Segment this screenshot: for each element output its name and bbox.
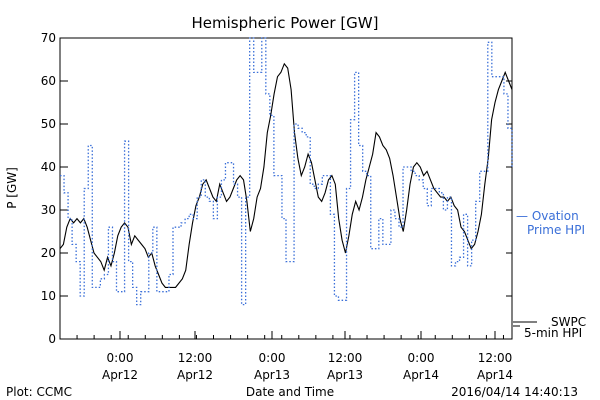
y-tick-label: 50 xyxy=(41,117,56,131)
x-tick-time-label: 12:00 xyxy=(328,351,363,365)
y-tick-label: 70 xyxy=(41,31,56,45)
y-tick-label: 40 xyxy=(41,160,56,174)
x-tick-time-label: 0:00 xyxy=(408,351,435,365)
x-tick-date-label: Apr12 xyxy=(102,368,138,382)
y-tick-label: 20 xyxy=(41,246,56,260)
series-swpc-line xyxy=(59,62,513,288)
x-tick-time-label: 0:00 xyxy=(107,351,134,365)
timestamp: 2016/04/14 14:40:13 xyxy=(451,385,578,399)
legend-ovation-line2: Prime HPI xyxy=(527,223,585,237)
x-tick-date-label: Apr12 xyxy=(177,368,213,382)
y-tick-label: 10 xyxy=(41,289,56,303)
x-tick-time-label: 12:00 xyxy=(478,351,513,365)
x-axis: 0:00 Apr12 12:00 Apr12 0:00 Apr13 12:00 Apr13 0:… xyxy=(76,331,513,382)
series-layer xyxy=(59,37,513,306)
y-tick-label: 0 xyxy=(48,332,56,346)
x-tick-date-label: Apr14 xyxy=(403,368,439,382)
series-ovation-prime-line xyxy=(60,37,513,306)
x-tick-date-label: Apr13 xyxy=(327,368,363,382)
x-tick-date-label: Apr13 xyxy=(254,368,290,382)
plot-frame xyxy=(59,37,513,340)
y-axis-label: P [GW] xyxy=(5,167,19,209)
y-tick-label: 30 xyxy=(41,203,56,217)
y-tick-label: 60 xyxy=(41,74,56,88)
chart-title: Hemispheric Power [GW] xyxy=(192,14,379,32)
plot-credit: Plot: CCMC xyxy=(6,385,72,399)
x-axis-label: Date and Time xyxy=(246,385,334,399)
x-tick-time-label: 0:00 xyxy=(259,351,286,365)
y-axis: 0 10 20 30 40 50 60 70 xyxy=(41,31,512,346)
legend-swpc-line2: 5-min HPI xyxy=(524,326,582,340)
x-tick-time-label: 12:00 xyxy=(178,351,213,365)
legend-ovation-line1: — Ovation xyxy=(516,209,579,223)
legend: — Ovation Prime HPI SWPC 5-min HPI xyxy=(513,209,586,340)
legend-swpc-line1: SWPC xyxy=(551,315,586,329)
x-tick-date-label: Apr14 xyxy=(477,368,513,382)
